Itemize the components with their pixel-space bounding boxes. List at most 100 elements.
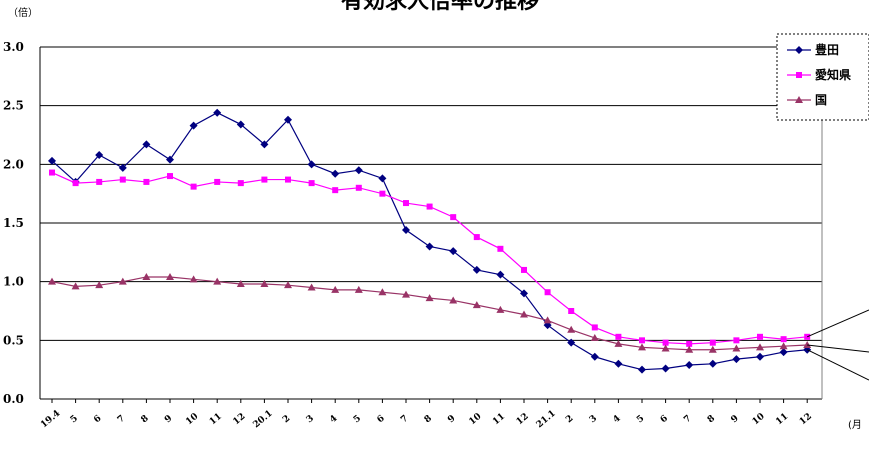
series-line xyxy=(51,276,808,351)
data-point xyxy=(449,296,458,304)
data-point xyxy=(95,281,104,289)
data-point xyxy=(473,234,480,241)
data-point xyxy=(685,345,694,353)
x-tick-label: 20.1 xyxy=(252,409,275,431)
x-tick-label: 10 xyxy=(184,412,200,428)
data-point xyxy=(71,282,80,290)
data-point xyxy=(261,176,268,183)
data-point xyxy=(639,337,645,344)
series-group xyxy=(48,108,812,374)
data-point xyxy=(795,96,803,103)
data-point xyxy=(756,352,764,361)
y-tick-label: 1.0 xyxy=(3,275,24,289)
data-point xyxy=(143,178,150,185)
x-axis-unit: (月 xyxy=(848,419,862,431)
x-tick-label: 7 xyxy=(116,414,127,426)
data-point xyxy=(48,277,56,285)
y-tick-label: 0.5 xyxy=(3,333,24,347)
x-tick-label: 8 xyxy=(140,414,151,426)
x-tick-label: 5 xyxy=(635,414,646,426)
data-point xyxy=(615,333,622,340)
x-tick-label: 5 xyxy=(352,414,363,426)
data-point xyxy=(189,121,198,130)
y-tick-label: 2.5 xyxy=(3,99,24,113)
data-point xyxy=(496,305,505,313)
data-point xyxy=(779,342,788,350)
data-point xyxy=(72,180,79,187)
legend-box xyxy=(776,33,869,121)
x-tick-label: 11 xyxy=(774,412,790,428)
data-point xyxy=(426,203,433,210)
callout-lines xyxy=(806,309,869,381)
x-tick-label: 7 xyxy=(399,414,410,426)
data-point xyxy=(685,360,694,369)
data-point xyxy=(568,308,575,314)
data-point xyxy=(284,281,292,289)
x-tick-label: 2 xyxy=(281,414,292,426)
data-point xyxy=(378,288,387,296)
data-point xyxy=(331,169,340,178)
data-point xyxy=(686,340,693,347)
series-square xyxy=(49,169,811,347)
x-tick-label: 8 xyxy=(423,414,434,426)
x-tick-label: 10 xyxy=(751,412,767,428)
data-point xyxy=(591,324,598,331)
data-point xyxy=(614,359,623,368)
x-tick-label: 11 xyxy=(491,412,507,428)
data-point xyxy=(780,336,787,343)
data-point xyxy=(355,184,362,191)
data-point xyxy=(496,270,505,279)
data-point xyxy=(544,289,551,296)
data-point xyxy=(472,265,481,274)
data-point xyxy=(213,277,222,285)
x-tick-label: 4 xyxy=(328,414,339,426)
data-point xyxy=(661,344,670,352)
data-point xyxy=(237,180,244,187)
data-point xyxy=(403,200,409,207)
data-point xyxy=(118,277,127,285)
data-point xyxy=(331,285,340,293)
data-point xyxy=(638,343,646,351)
x-tick-label: 3 xyxy=(588,414,599,426)
data-point xyxy=(260,280,269,288)
y-tick-label: 1.5 xyxy=(3,216,24,230)
x-tick-label: 6 xyxy=(92,414,103,426)
data-point xyxy=(757,333,763,340)
y-tick-label: 2.0 xyxy=(3,157,24,171)
data-point xyxy=(166,155,174,164)
data-point xyxy=(732,344,741,352)
x-tick-label: 8 xyxy=(706,414,717,426)
y-tick-label: 0.0 xyxy=(3,392,24,406)
x-tick-label: 9 xyxy=(446,414,457,426)
data-point xyxy=(756,343,764,351)
data-point xyxy=(733,337,740,344)
y-tick-labels: 0.0 0.5 1.0 1.5 2.0 2.5 3.0 xyxy=(3,40,24,406)
data-point xyxy=(213,108,222,117)
data-point xyxy=(284,115,292,124)
data-point xyxy=(379,190,386,197)
data-point xyxy=(354,285,363,293)
data-point xyxy=(520,289,528,298)
x-tick-label: 6 xyxy=(659,414,670,426)
data-point xyxy=(260,140,269,149)
x-tick-label: 4 xyxy=(612,414,623,426)
y-tick-label: 3.0 xyxy=(3,40,24,54)
x-tick-label: 6 xyxy=(376,414,387,426)
data-point xyxy=(708,345,717,353)
data-point xyxy=(497,245,504,252)
legend-label: 豊田 xyxy=(815,42,839,57)
data-point xyxy=(779,348,788,357)
data-point xyxy=(236,120,245,129)
data-point xyxy=(166,272,174,280)
data-point xyxy=(48,156,56,165)
data-point xyxy=(402,226,410,235)
x-tick-label: 21.1 xyxy=(535,409,558,431)
data-point xyxy=(567,338,576,347)
data-point xyxy=(214,178,221,185)
x-tick-label: 3 xyxy=(305,414,316,426)
data-point xyxy=(95,150,104,159)
legend-label: 愛知県 xyxy=(815,67,851,82)
data-point xyxy=(119,176,126,183)
data-point xyxy=(189,275,198,283)
